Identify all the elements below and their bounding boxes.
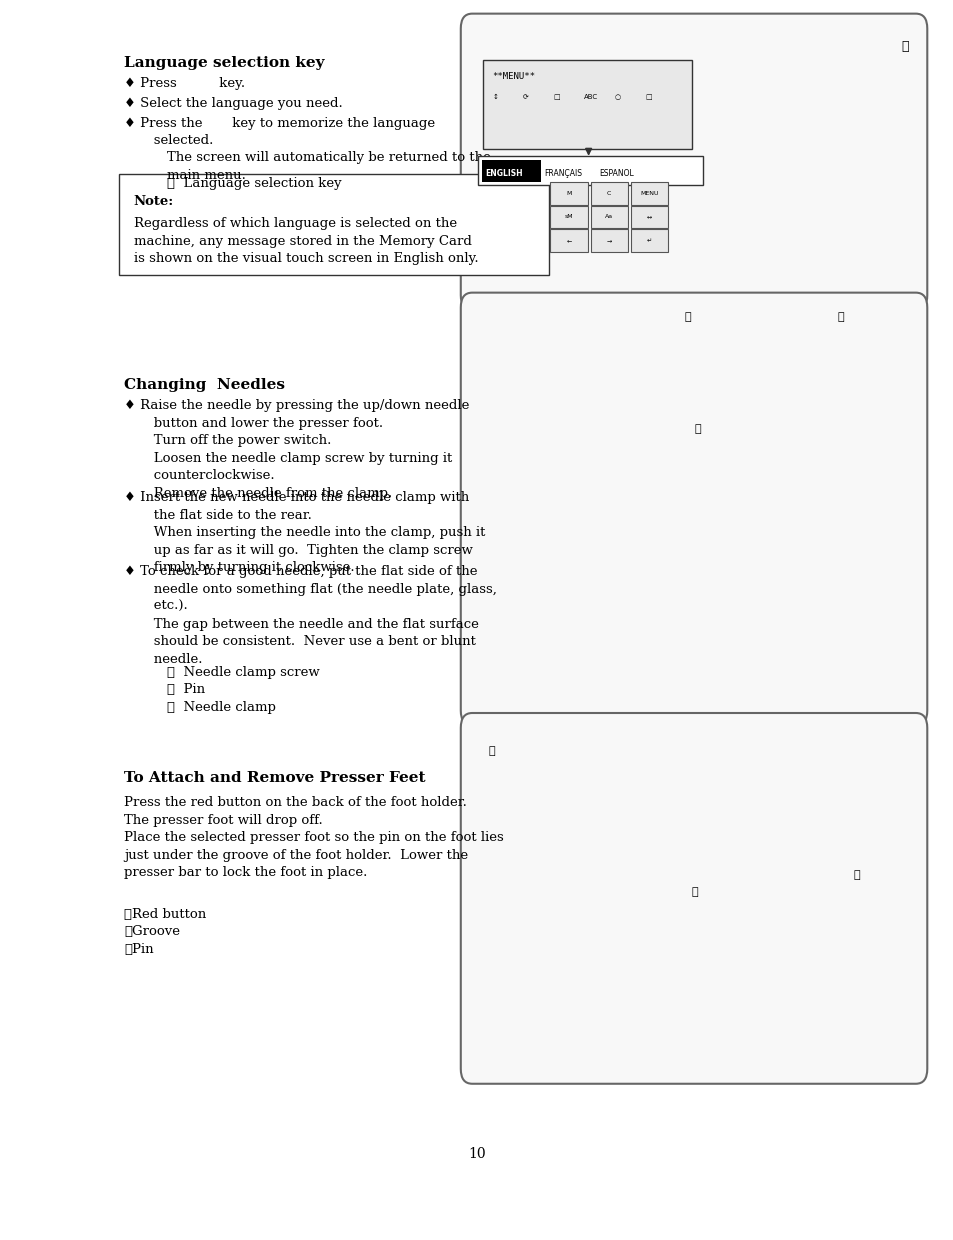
Text: ↔: ↔ bbox=[646, 215, 651, 219]
Text: →: → bbox=[606, 238, 611, 243]
Text: MENU: MENU bbox=[639, 191, 658, 196]
FancyBboxPatch shape bbox=[630, 182, 667, 205]
Text: ESPANOL: ESPANOL bbox=[598, 169, 633, 177]
FancyBboxPatch shape bbox=[460, 293, 926, 725]
Text: ←: ← bbox=[566, 238, 571, 243]
Text: Note:: Note: bbox=[133, 195, 173, 207]
Text: ↕: ↕ bbox=[492, 94, 497, 100]
FancyBboxPatch shape bbox=[590, 229, 627, 252]
Text: ♦ Select the language you need.: ♦ Select the language you need. bbox=[124, 97, 342, 109]
FancyBboxPatch shape bbox=[590, 182, 627, 205]
Text: ♦ Press          key.: ♦ Press key. bbox=[124, 77, 245, 89]
Text: ①Red button
②Groove
③Pin: ①Red button ②Groove ③Pin bbox=[124, 908, 206, 956]
Text: Regardless of which language is selected on the
machine, any message stored in t: Regardless of which language is selected… bbox=[133, 217, 477, 265]
Text: M: M bbox=[566, 191, 571, 196]
Text: To Attach and Remove Presser Feet: To Attach and Remove Presser Feet bbox=[124, 771, 425, 785]
Text: Aa: Aa bbox=[604, 215, 613, 219]
Text: ENGLISH: ENGLISH bbox=[485, 169, 522, 177]
Text: ♦ Press the       key to memorize the language
       selected.: ♦ Press the key to memorize the language… bbox=[124, 117, 435, 148]
Text: ②: ② bbox=[691, 887, 698, 897]
Text: ♦ Insert the new needle into the needle clamp with
       the flat side to the r: ♦ Insert the new needle into the needle … bbox=[124, 491, 485, 574]
Text: ①: ① bbox=[488, 746, 495, 756]
Text: FRANÇAIS: FRANÇAIS bbox=[544, 169, 582, 177]
FancyBboxPatch shape bbox=[590, 206, 627, 228]
Text: □: □ bbox=[644, 94, 651, 100]
Text: Press the red button on the back of the foot holder.
The presser foot will drop : Press the red button on the back of the … bbox=[124, 796, 503, 879]
Text: **MENU**: **MENU** bbox=[492, 72, 535, 81]
Text: sM: sM bbox=[564, 215, 573, 219]
Text: ③: ③ bbox=[853, 870, 860, 880]
Text: ↵: ↵ bbox=[646, 238, 651, 243]
Text: The screen will automatically be returned to the
main menu.: The screen will automatically be returne… bbox=[167, 151, 490, 182]
FancyBboxPatch shape bbox=[460, 14, 926, 310]
Text: ②: ② bbox=[837, 312, 843, 322]
Text: ○: ○ bbox=[614, 94, 619, 100]
Text: ♦ To check for a good needle, put the flat side of the
       needle onto someth: ♦ To check for a good needle, put the fl… bbox=[124, 565, 497, 666]
Text: ⟳: ⟳ bbox=[522, 94, 528, 100]
FancyBboxPatch shape bbox=[550, 229, 587, 252]
FancyBboxPatch shape bbox=[460, 713, 926, 1084]
Text: Language selection key: Language selection key bbox=[124, 56, 324, 69]
FancyBboxPatch shape bbox=[481, 160, 540, 182]
FancyBboxPatch shape bbox=[550, 206, 587, 228]
FancyBboxPatch shape bbox=[119, 174, 548, 275]
Text: ♦ Raise the needle by pressing the up/down needle
       button and lower the pr: ♦ Raise the needle by pressing the up/do… bbox=[124, 399, 469, 500]
Text: ①  Language selection key: ① Language selection key bbox=[167, 177, 341, 190]
Text: ①: ① bbox=[901, 40, 908, 52]
FancyBboxPatch shape bbox=[630, 229, 667, 252]
Text: ①: ① bbox=[684, 312, 691, 322]
Text: Changing  Needles: Changing Needles bbox=[124, 378, 285, 392]
FancyBboxPatch shape bbox=[477, 156, 702, 185]
Text: □: □ bbox=[553, 94, 559, 100]
Text: 10: 10 bbox=[468, 1147, 485, 1161]
Text: ①  Needle clamp screw
②  Pin
③  Needle clamp: ① Needle clamp screw ② Pin ③ Needle clam… bbox=[167, 666, 319, 714]
Text: ③: ③ bbox=[694, 424, 700, 434]
Text: ABC: ABC bbox=[583, 94, 598, 100]
FancyBboxPatch shape bbox=[550, 182, 587, 205]
FancyBboxPatch shape bbox=[482, 60, 691, 149]
FancyBboxPatch shape bbox=[630, 206, 667, 228]
Text: C: C bbox=[606, 191, 611, 196]
